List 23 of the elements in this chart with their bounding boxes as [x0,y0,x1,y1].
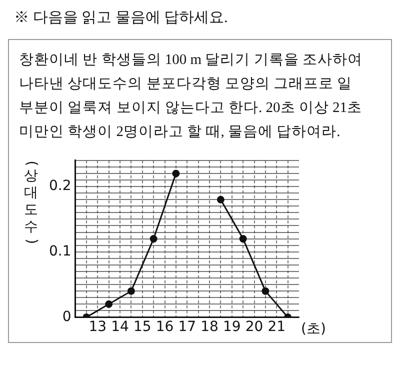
x-axis-title: (초) [301,320,326,337]
point [105,300,113,308]
y-tick-label: 0.2 [49,178,72,194]
point [216,196,224,204]
x-tick-label: 14 [111,319,130,336]
x-tick-label: 16 [156,319,174,336]
x-tick-label: 20 [245,319,264,336]
point [150,235,158,243]
x-tick-label: 17 [178,319,196,336]
y-tick-label: 0 [62,308,72,325]
point [239,235,247,243]
x-tick-label: 18 [200,319,218,336]
chart-title: ※ 다음을 읽고 물음에 답하세요. [14,9,229,27]
x-tick-label: 21 [268,319,286,336]
x-tick-label: 19 [222,319,241,336]
y-axis-title: (상대도수) [23,160,40,244]
x-tick-label: 15 [133,319,152,336]
point [262,287,270,295]
x-tick-label: 13 [88,319,107,336]
chart-subtitle: 창환이네 반 학생들의 100 m 달리기 기록을 조사하여 나타낸 상대도수의 분포다각형 모양의 그래프로 일부분이 얼룩져 보이지 않는다고 한다. 20초 이상 21초 미만인 학생이 2명이라고 할 때, 물음에 답하여라. [19,51,364,142]
point [127,287,135,295]
y-tick-label: 0.1 [49,244,72,260]
point [172,170,180,178]
